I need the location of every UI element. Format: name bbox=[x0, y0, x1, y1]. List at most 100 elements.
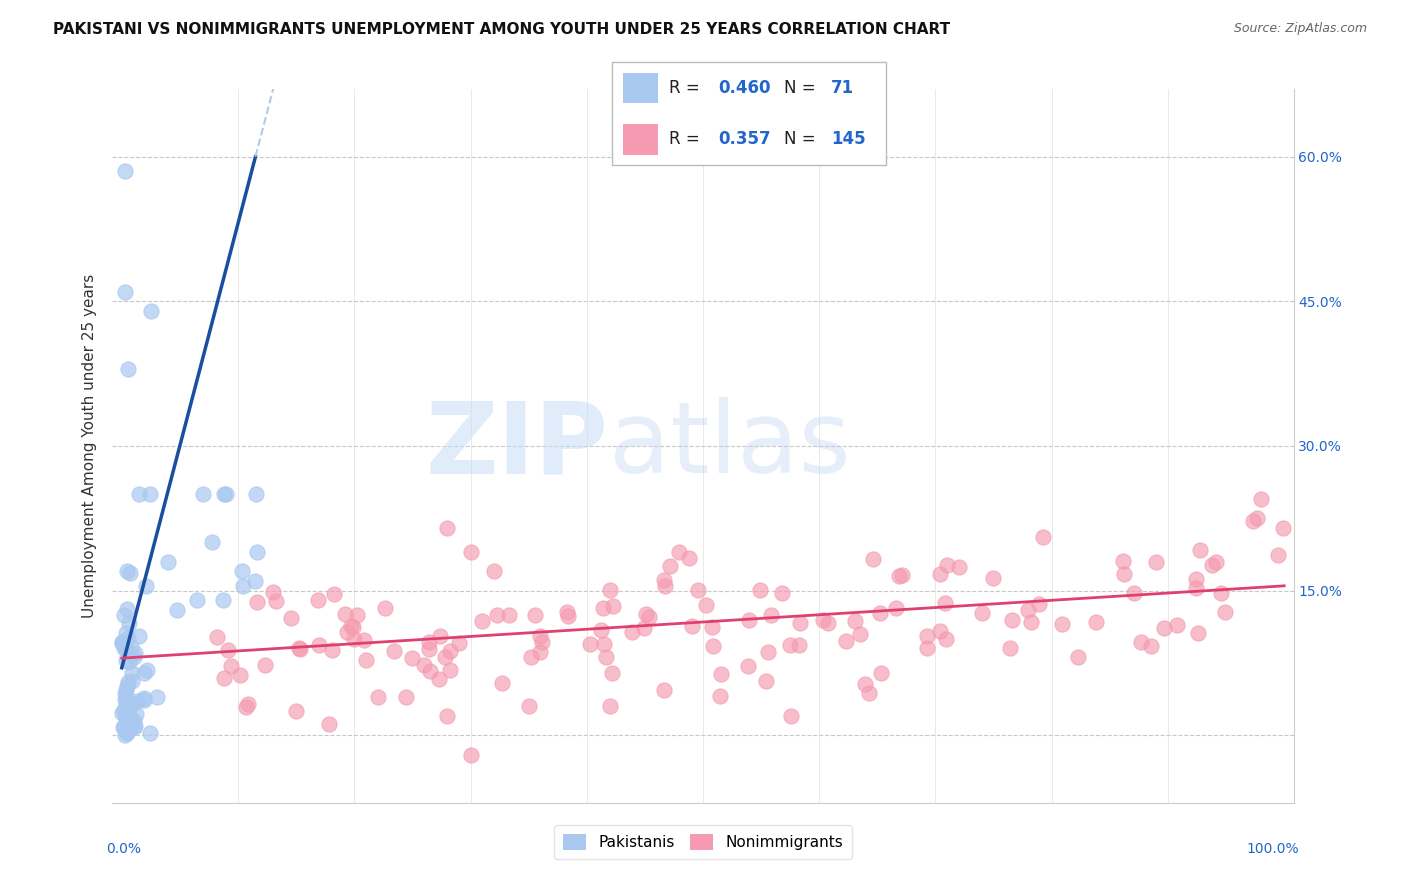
Point bbox=[212, 487, 235, 501]
Point bbox=[117, 704, 139, 718]
Point bbox=[498, 608, 520, 623]
Point bbox=[232, 579, 254, 593]
Point bbox=[138, 726, 160, 740]
Point bbox=[354, 653, 377, 667]
Point bbox=[117, 725, 139, 739]
Point bbox=[111, 635, 134, 649]
Point bbox=[288, 641, 311, 656]
Point bbox=[214, 671, 236, 685]
Point bbox=[112, 720, 135, 734]
Point bbox=[1188, 543, 1211, 558]
Point bbox=[367, 690, 389, 704]
Text: 71: 71 bbox=[831, 78, 853, 96]
Point bbox=[132, 666, 155, 681]
Point bbox=[1050, 617, 1073, 632]
Point bbox=[929, 567, 952, 582]
Point bbox=[934, 596, 956, 610]
Text: 145: 145 bbox=[831, 130, 866, 148]
Point bbox=[634, 607, 657, 621]
Point bbox=[891, 568, 914, 582]
Point bbox=[115, 626, 138, 640]
Point bbox=[156, 555, 179, 569]
Point bbox=[374, 600, 396, 615]
Point bbox=[111, 636, 134, 650]
Point bbox=[654, 579, 676, 593]
Point bbox=[1019, 615, 1042, 629]
Point bbox=[737, 659, 759, 673]
Point bbox=[1067, 649, 1090, 664]
Point bbox=[858, 685, 880, 699]
Point bbox=[436, 521, 458, 535]
Point bbox=[602, 599, 624, 614]
Point bbox=[849, 627, 872, 641]
Point bbox=[280, 611, 302, 625]
Point bbox=[262, 584, 284, 599]
Point bbox=[633, 621, 655, 635]
Point bbox=[1084, 615, 1107, 630]
Point bbox=[427, 672, 450, 686]
Text: Source: ZipAtlas.com: Source: ZipAtlas.com bbox=[1233, 22, 1367, 36]
Point bbox=[112, 641, 135, 656]
Point bbox=[117, 718, 139, 732]
Point bbox=[447, 636, 470, 650]
Point bbox=[118, 615, 141, 630]
Point bbox=[599, 699, 621, 714]
Point bbox=[1185, 572, 1208, 586]
Point bbox=[434, 649, 457, 664]
Point bbox=[695, 598, 717, 612]
Point bbox=[186, 593, 208, 607]
Point bbox=[200, 535, 222, 549]
Point bbox=[1001, 613, 1024, 627]
Point bbox=[115, 653, 138, 667]
Point bbox=[779, 708, 801, 723]
Point bbox=[579, 637, 602, 651]
Point bbox=[935, 558, 957, 573]
Point bbox=[117, 564, 139, 578]
Point bbox=[835, 633, 858, 648]
Point bbox=[307, 593, 329, 607]
Point bbox=[869, 606, 891, 620]
Point bbox=[593, 636, 616, 650]
Point bbox=[530, 635, 553, 649]
Point bbox=[114, 683, 136, 698]
Point bbox=[246, 595, 269, 609]
Point bbox=[1205, 555, 1227, 569]
Point bbox=[323, 587, 346, 601]
Point bbox=[1140, 639, 1163, 653]
Point bbox=[115, 713, 138, 727]
Point bbox=[460, 545, 482, 559]
Point bbox=[353, 632, 375, 647]
Point bbox=[120, 640, 142, 654]
Point bbox=[638, 610, 661, 624]
Point bbox=[658, 558, 681, 573]
Point bbox=[125, 694, 148, 708]
Point bbox=[862, 552, 884, 566]
Point bbox=[166, 603, 188, 617]
Point bbox=[285, 704, 308, 718]
Point bbox=[115, 679, 138, 693]
Point bbox=[117, 602, 139, 616]
Point bbox=[523, 608, 546, 623]
Point bbox=[1241, 514, 1264, 528]
Point bbox=[1153, 621, 1175, 635]
Text: atlas: atlas bbox=[609, 398, 851, 494]
Text: R =: R = bbox=[669, 78, 706, 96]
Point bbox=[844, 614, 866, 628]
Point bbox=[884, 600, 907, 615]
Point bbox=[211, 593, 233, 607]
Point bbox=[124, 719, 146, 733]
Point bbox=[346, 608, 368, 623]
Text: R =: R = bbox=[669, 130, 706, 148]
Point bbox=[972, 607, 994, 621]
Point bbox=[124, 646, 146, 660]
Text: 0.357: 0.357 bbox=[718, 130, 770, 148]
Point bbox=[115, 717, 138, 731]
Point bbox=[418, 641, 440, 656]
Point bbox=[1185, 581, 1208, 595]
Point bbox=[915, 629, 938, 643]
Point bbox=[681, 619, 703, 633]
Point bbox=[756, 645, 779, 659]
Point bbox=[591, 623, 613, 637]
Point bbox=[486, 607, 509, 622]
Point bbox=[418, 634, 440, 648]
